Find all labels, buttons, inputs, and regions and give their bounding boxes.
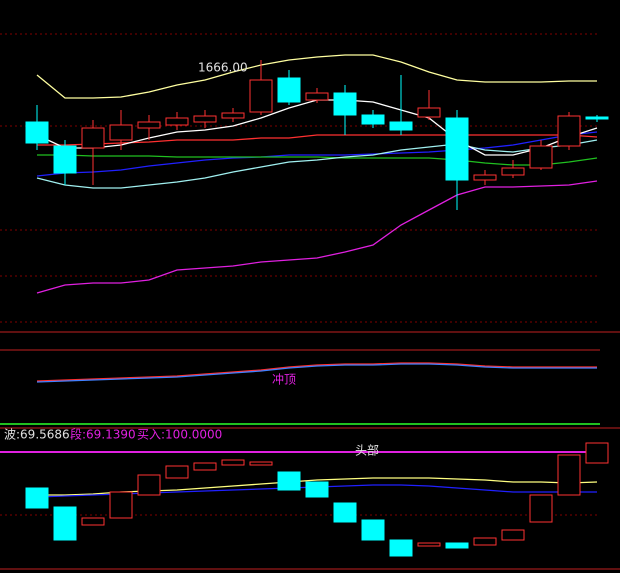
candle-body: [501, 529, 525, 541]
candle-body: [445, 542, 469, 549]
candle-body: [249, 461, 273, 466]
candle-body: [361, 114, 385, 125]
candle-body: [109, 491, 133, 519]
candle-body: [305, 481, 329, 498]
indicator-annotation: 头部: [355, 443, 379, 458]
indicator-line: [36, 54, 597, 99]
candle-body: [333, 92, 357, 116]
candle-body: [221, 112, 245, 119]
candle-body: [25, 487, 49, 509]
indicator-label: 波:69.5686: [4, 428, 70, 442]
indicator-line: [36, 362, 597, 382]
candle-body: [25, 121, 49, 144]
candle-body: [585, 442, 609, 464]
candle-body: [53, 506, 77, 541]
price-annotation: 1666.00: [198, 61, 248, 75]
candle-body: [221, 459, 245, 466]
candle-body: [193, 115, 217, 123]
candle-body: [529, 494, 553, 523]
candle-body: [249, 79, 273, 113]
candle-body: [137, 121, 161, 129]
indicator-line: [36, 180, 598, 294]
indicator-line: [36, 131, 598, 177]
candle-body: [165, 465, 189, 479]
candle-body: [305, 92, 329, 101]
candle-body: [109, 124, 133, 141]
candle-body: [501, 167, 525, 176]
indicator-line: [36, 139, 598, 189]
candle-body: [557, 454, 581, 496]
candle-body: [53, 145, 77, 174]
candle-body: [277, 471, 301, 491]
candle-body: [81, 127, 105, 149]
candle-body: [333, 502, 357, 523]
indicator-label: 买入:100.0000: [137, 428, 222, 442]
candle-body: [557, 115, 581, 147]
candle-body: [81, 517, 105, 526]
candle-body: [389, 121, 413, 131]
candle-body: [277, 77, 301, 103]
indicator-label: 段:69.1390: [70, 427, 136, 442]
panel-decor: [0, 33, 620, 570]
candle-body: [137, 474, 161, 496]
candle-body: [529, 145, 553, 169]
candle-body: [417, 107, 441, 118]
candle-body: [361, 519, 385, 541]
indicator-line: [37, 154, 598, 166]
candle-body: [473, 174, 497, 181]
candle-body: [585, 116, 609, 120]
indicator-annotation: 冲顶: [272, 372, 296, 387]
candle-body: [193, 462, 217, 471]
candle-body: [473, 537, 497, 546]
indicator-line: [36, 363, 597, 383]
candle-body: [389, 539, 413, 557]
candle-body: [417, 542, 441, 547]
candle-body: [165, 117, 189, 126]
candle-body: [445, 117, 469, 181]
